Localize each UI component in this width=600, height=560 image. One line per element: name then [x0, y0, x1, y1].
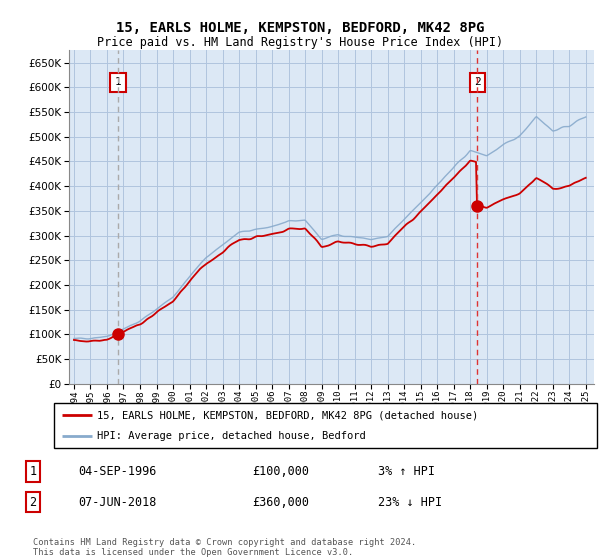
Text: £100,000: £100,000: [252, 465, 309, 478]
Text: 07-JUN-2018: 07-JUN-2018: [78, 496, 157, 509]
Text: Contains HM Land Registry data © Crown copyright and database right 2024.
This d: Contains HM Land Registry data © Crown c…: [33, 538, 416, 557]
Text: 04-SEP-1996: 04-SEP-1996: [78, 465, 157, 478]
Text: 23% ↓ HPI: 23% ↓ HPI: [378, 496, 442, 509]
Text: Price paid vs. HM Land Registry's House Price Index (HPI): Price paid vs. HM Land Registry's House …: [97, 36, 503, 49]
Text: £360,000: £360,000: [252, 496, 309, 509]
Text: HPI: Average price, detached house, Bedford: HPI: Average price, detached house, Bedf…: [97, 431, 366, 441]
Text: 1: 1: [115, 77, 121, 87]
Text: 1: 1: [29, 465, 37, 478]
Text: 2: 2: [29, 496, 37, 509]
Text: 3% ↑ HPI: 3% ↑ HPI: [378, 465, 435, 478]
Text: 2: 2: [474, 77, 481, 87]
Text: 15, EARLS HOLME, KEMPSTON, BEDFORD, MK42 8PG (detached house): 15, EARLS HOLME, KEMPSTON, BEDFORD, MK42…: [97, 410, 479, 421]
Text: 15, EARLS HOLME, KEMPSTON, BEDFORD, MK42 8PG: 15, EARLS HOLME, KEMPSTON, BEDFORD, MK42…: [116, 21, 484, 35]
